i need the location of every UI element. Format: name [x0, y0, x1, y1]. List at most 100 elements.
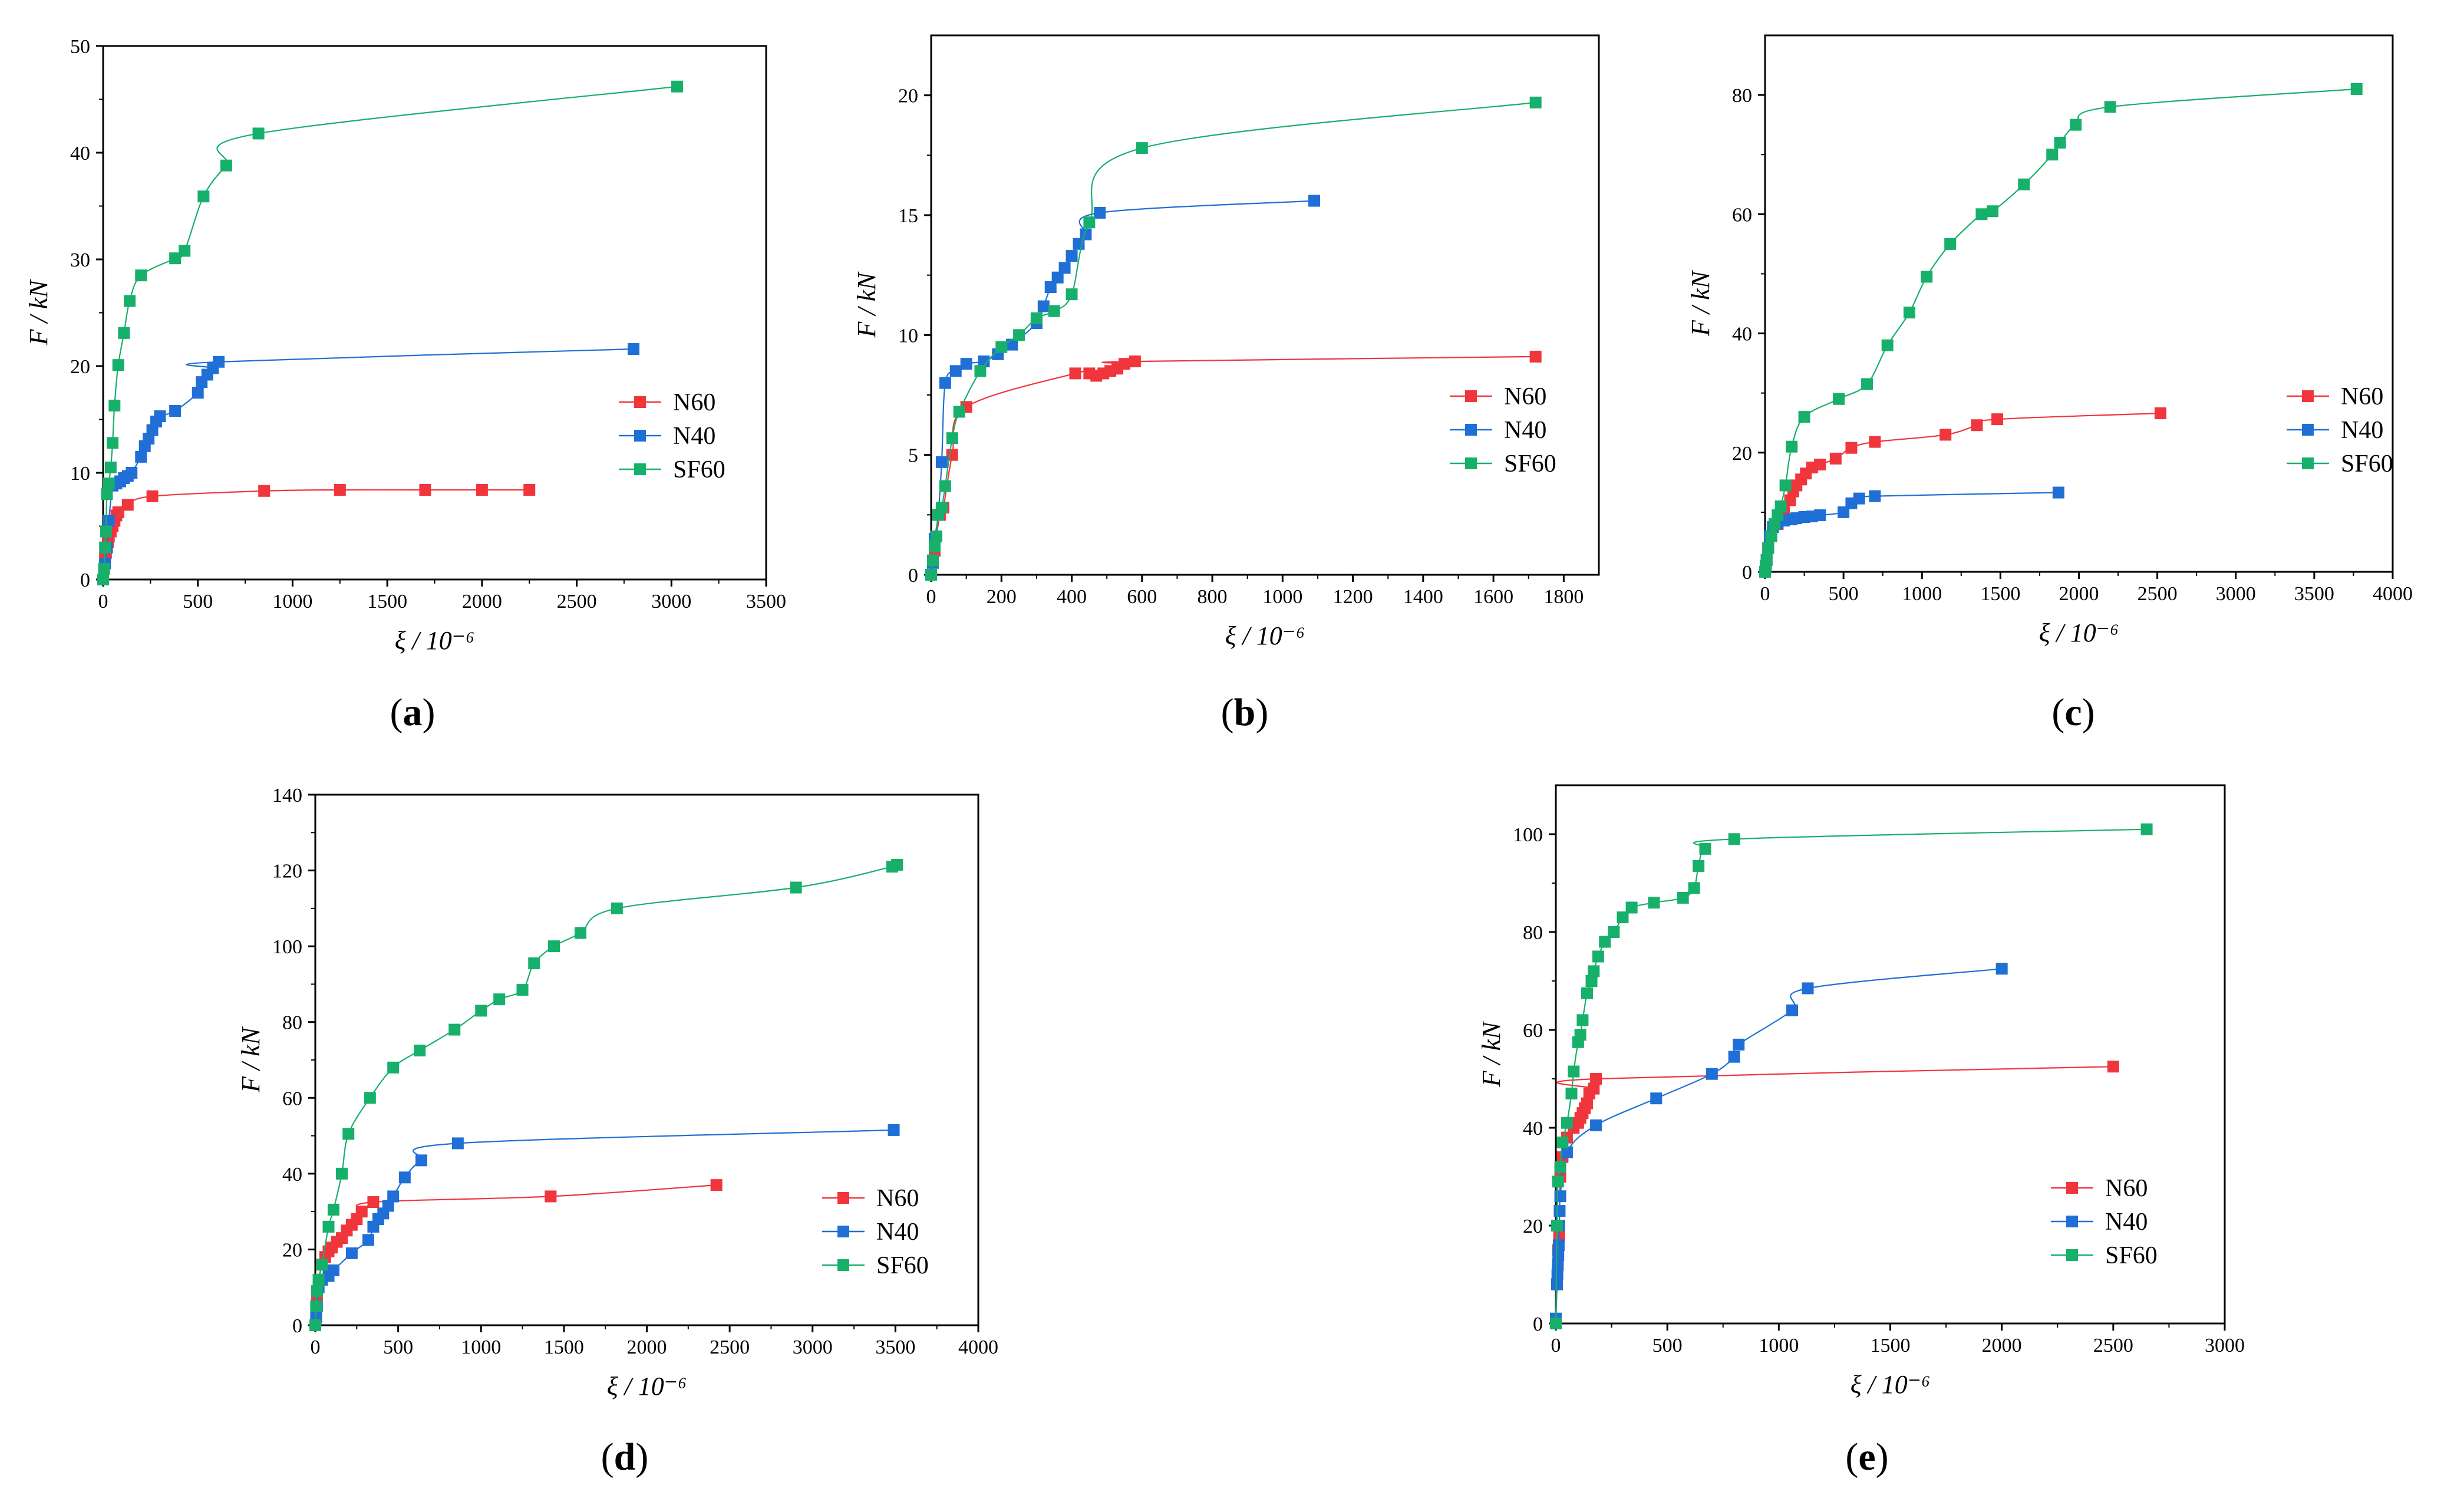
- data-point-n60: [1529, 350, 1542, 363]
- legend-marker-n60: [2066, 1182, 2078, 1194]
- data-point-sf60: [575, 927, 586, 939]
- data-point-sf60: [1030, 312, 1043, 324]
- series-sf60: [309, 858, 903, 1331]
- data-point-sf60: [1987, 205, 1999, 218]
- y-axis-title: F / kN: [852, 271, 881, 338]
- legend-label-n60: N60: [673, 389, 715, 416]
- data-point-sf60: [107, 437, 119, 449]
- data-point-sf60: [169, 252, 182, 265]
- data-point-sf60: [1550, 1318, 1562, 1329]
- y-tick-label: 40: [70, 143, 90, 164]
- data-point-sf60: [2140, 823, 2153, 835]
- data-point-sf60: [1048, 305, 1060, 317]
- data-point-sf60: [2046, 149, 2059, 161]
- y-tick-label: 60: [1732, 204, 1752, 226]
- data-point-n40: [1058, 262, 1071, 274]
- data-point-n40: [960, 358, 972, 370]
- legend-label-sf60: SF60: [2105, 1242, 2158, 1269]
- x-tick-label: 2500: [2093, 1335, 2133, 1356]
- y-axis-title: F / kN: [236, 1026, 265, 1093]
- data-point-n60: [1590, 1073, 1602, 1085]
- data-point-sf60: [310, 1300, 322, 1312]
- data-point-sf60: [1677, 891, 1689, 904]
- x-axis-title: ξ / 10⁻⁶: [2039, 618, 2119, 647]
- data-point-sf60: [1617, 911, 1629, 924]
- data-point-sf60: [364, 1092, 376, 1104]
- data-point-sf60: [103, 478, 115, 490]
- data-point-n60: [1845, 442, 1858, 454]
- y-tick-label: 0: [1742, 562, 1752, 584]
- x-tick-label: 1000: [1759, 1335, 1799, 1356]
- panel-label-d: (d): [601, 1435, 649, 1479]
- legend-label-n60: N60: [1504, 383, 1546, 410]
- data-point-sf60: [926, 554, 939, 567]
- data-point-sf60: [135, 269, 147, 282]
- y-axis-title: F / kN: [24, 279, 53, 346]
- data-point-sf60: [2070, 118, 2082, 131]
- data-point-sf60: [1975, 208, 1988, 220]
- legend-marker-n60: [1465, 390, 1477, 402]
- data-point-n60: [1784, 494, 1796, 506]
- data-point-n60: [1069, 367, 1081, 380]
- data-point-sf60: [118, 327, 130, 339]
- y-tick-label: 0: [908, 565, 918, 587]
- data-point-sf60: [939, 480, 951, 492]
- panel-label-e: (e): [1845, 1435, 1888, 1479]
- x-tick-label: 2000: [627, 1336, 667, 1358]
- data-point-n40: [935, 456, 948, 468]
- data-point-n40: [169, 405, 182, 417]
- data-point-n60: [2154, 407, 2166, 420]
- data-point-sf60: [1588, 965, 1600, 977]
- x-tick-label: 2000: [1982, 1335, 2022, 1356]
- x-tick-label: 1500: [544, 1336, 584, 1358]
- x-tick-label: 2500: [557, 591, 597, 613]
- x-axis-title: ξ / 10⁻⁶: [607, 1372, 687, 1401]
- x-tick-label: 2500: [710, 1336, 750, 1358]
- data-point-n40: [1308, 195, 1320, 207]
- series-n40: [97, 343, 639, 585]
- data-point-n40: [1995, 963, 2008, 975]
- data-point-n40: [1051, 271, 1064, 284]
- x-tick-label: 3000: [793, 1336, 833, 1358]
- y-tick-label: 50: [70, 36, 90, 58]
- x-tick-label: 1000: [272, 591, 312, 613]
- y-tick-label: 140: [272, 785, 302, 806]
- data-point-n60: [1939, 429, 1952, 441]
- data-point-n60: [112, 506, 124, 518]
- x-tick-label: 1000: [1262, 586, 1302, 608]
- data-point-sf60: [104, 461, 117, 473]
- data-point-n60: [476, 483, 488, 496]
- data-point-n40: [362, 1234, 374, 1246]
- legend-marker-sf60: [634, 463, 646, 475]
- data-point-sf60: [2018, 178, 2030, 190]
- data-point-n60: [355, 1206, 368, 1218]
- x-tick-label: 500: [1829, 583, 1859, 605]
- y-tick-label: 80: [1732, 85, 1752, 107]
- legend-label-n60: N60: [876, 1185, 919, 1212]
- data-point-n40: [382, 1200, 394, 1212]
- legend-label-n60: N60: [2341, 383, 2383, 410]
- legend: N60 N40 SF60: [1450, 383, 1556, 478]
- data-point-sf60: [516, 984, 529, 996]
- data-point-sf60: [1779, 479, 1792, 492]
- data-point-sf60: [1774, 500, 1787, 512]
- data-point-sf60: [1565, 1087, 1578, 1099]
- y-tick-label: 0: [1533, 1313, 1543, 1335]
- data-point-n40: [1590, 1119, 1602, 1131]
- legend-label-sf60: SF60: [2341, 450, 2393, 478]
- data-point-n40: [1094, 206, 1106, 219]
- data-point-sf60: [1552, 1176, 1564, 1188]
- data-point-sf60: [1944, 238, 1957, 250]
- data-point-n60: [1118, 358, 1130, 370]
- legend-marker-n40: [634, 430, 646, 442]
- data-point-sf60: [100, 525, 112, 538]
- y-tick-label: 20: [1523, 1216, 1543, 1237]
- x-tick-label: 1500: [1871, 1335, 1911, 1356]
- data-point-n60: [419, 483, 431, 496]
- data-point-sf60: [220, 159, 232, 172]
- data-point-n60: [1581, 1097, 1593, 1109]
- data-point-sf60: [1556, 1136, 1569, 1148]
- data-point-n40: [1066, 250, 1078, 262]
- y-axis-title: F / kN: [1686, 269, 1715, 337]
